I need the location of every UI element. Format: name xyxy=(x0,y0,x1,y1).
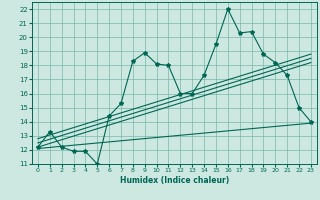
X-axis label: Humidex (Indice chaleur): Humidex (Indice chaleur) xyxy=(120,176,229,185)
